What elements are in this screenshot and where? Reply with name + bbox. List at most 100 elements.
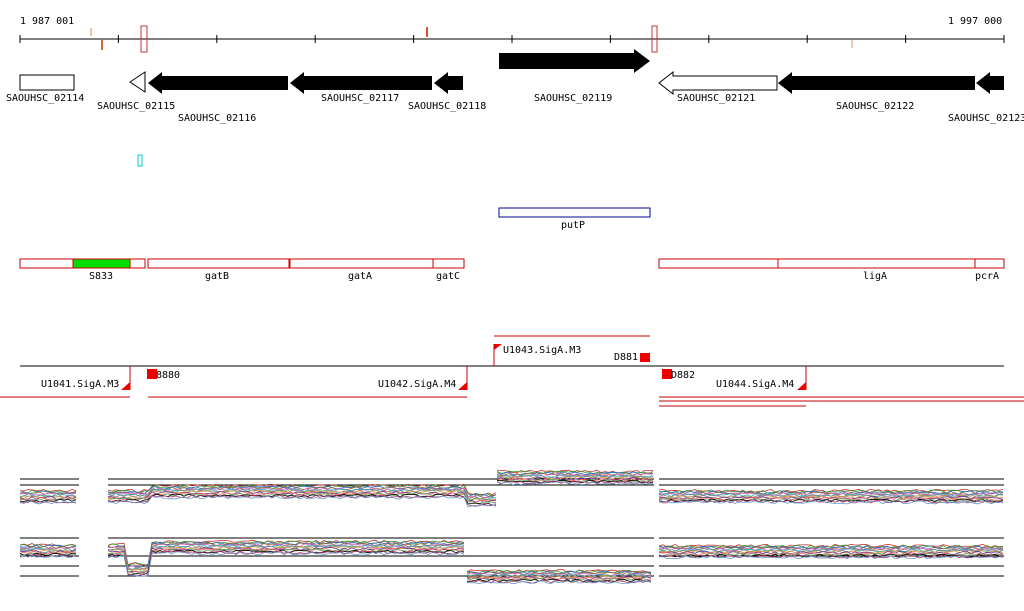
expression-profile-line [107, 485, 497, 498]
operon-box-right-1[interactable] [658, 258, 779, 269]
ruler-end-label: 1 997 000 [948, 16, 1002, 27]
gene-label: SAOUHSC_02122 [836, 101, 914, 112]
expression-track-bottom [19, 537, 1004, 585]
transcription-unit-label: U1044.SigA.M4 [716, 379, 794, 390]
gene-label: SAOUHSC_02116 [178, 113, 256, 124]
operon-label: gatB [205, 271, 229, 282]
gene-arrow-saouhsc-02117[interactable] [290, 72, 432, 94]
expression-profile-line [466, 580, 652, 585]
expression-profile-line [107, 540, 465, 566]
expression-profile-line [107, 546, 465, 572]
small-feature-d881[interactable] [640, 353, 650, 362]
gene-arrow-saouhsc-02121[interactable] [658, 70, 778, 96]
gene-arrow-saouhsc-02116[interactable] [148, 72, 288, 94]
gene-label: SAOUHSC_02119 [534, 93, 612, 104]
expression-profile-line [107, 495, 497, 508]
expression-profile-line [107, 551, 465, 577]
expression-profile-line [19, 544, 77, 548]
expression-profile-line [107, 489, 497, 502]
expression-profile-line [466, 576, 652, 581]
gene-arrow-saouhsc-02123[interactable] [976, 72, 1004, 94]
operon-box-gatb[interactable] [147, 258, 290, 269]
expression-profile-line [19, 554, 77, 558]
operon-label: gatA [348, 271, 372, 282]
operon-label: S833 [89, 271, 113, 282]
expression-profile-line [19, 497, 77, 501]
expression-profile-line [107, 490, 497, 503]
expression-profile-line [107, 550, 465, 577]
ruler-mark[interactable] [651, 25, 658, 53]
gene-arrow-saouhsc-02115[interactable] [129, 71, 146, 93]
misc-feature-marker[interactable] [137, 154, 143, 167]
ruler-mark[interactable] [101, 40, 103, 50]
ruler-mark[interactable] [140, 25, 148, 53]
operon-track: S833 gatB gatA gatC ligA pcrA [19, 258, 1005, 282]
small-feature-label: D882 [671, 370, 695, 381]
expression-profile-line [658, 500, 1004, 505]
expression-profile-line [19, 549, 77, 553]
coordinate-ruler: 1 987 001 1 997 000 [19, 16, 1005, 53]
annotation-track: putP [498, 207, 651, 231]
expression-profile-line [658, 548, 1004, 553]
gene-arrow-saouhsc-02119[interactable] [499, 49, 650, 73]
gene-arrow-saouhsc-02114[interactable] [19, 74, 75, 91]
expression-profile-line [658, 498, 1004, 503]
operon-box-left-edge[interactable] [19, 258, 74, 269]
promoter-flag-u1041[interactable] [121, 382, 130, 390]
expression-profile-line [107, 493, 497, 506]
gene-label: SAOUHSC_02121 [677, 93, 755, 104]
operon-box-pcra[interactable] [974, 258, 1005, 269]
expression-profile-line [19, 551, 77, 556]
expression-profile-line [496, 476, 654, 480]
operon-label: gatC [436, 271, 460, 282]
gene-label: SAOUHSC_02118 [408, 101, 486, 112]
annotation-label-putp: putP [561, 220, 585, 231]
expression-profile-line [496, 475, 654, 480]
gene-label: SAOUHSC_02123 [948, 113, 1024, 124]
small-feature-8880[interactable] [147, 369, 157, 379]
promoter-flag-u1042[interactable] [458, 382, 467, 390]
expression-profile-line [466, 579, 651, 584]
promoter-flag-u1043[interactable] [494, 344, 502, 350]
operon-box-gatc[interactable] [432, 258, 465, 269]
expression-profile-line [19, 500, 77, 504]
expression-profile-line [466, 569, 652, 574]
ruler-mark[interactable] [426, 27, 428, 37]
transcription-unit-label: U1041.SigA.M3 [41, 379, 119, 390]
expression-profile-line [658, 550, 1004, 554]
expression-profile-line [107, 486, 497, 499]
expression-profile-line [19, 545, 77, 550]
expression-profile-line [19, 495, 77, 500]
expression-profile-line [107, 494, 497, 507]
ruler-mark[interactable] [90, 28, 92, 36]
small-feature-label: D881 [614, 352, 638, 363]
small-feature-d882[interactable] [662, 369, 672, 379]
annotation-box-putp[interactable] [498, 207, 651, 218]
operon-box-liga[interactable] [777, 258, 976, 269]
expression-profile-line [19, 493, 77, 498]
transcription-unit-label: U1043.SigA.M3 [503, 345, 581, 356]
ruler-ticks [19, 35, 1005, 43]
expression-profile-line [19, 551, 77, 555]
expression-profile-line [19, 553, 77, 558]
transcription-unit-track: U1043.SigA.M3 D881 U1041.SigA.M3 8880 U1… [0, 335, 1024, 407]
gene-arrow-saouhsc-02118[interactable] [434, 72, 463, 94]
operon-box-gata[interactable] [289, 258, 434, 269]
expression-profile-line [658, 554, 1004, 559]
ruler-start-label: 1 987 001 [20, 16, 74, 27]
expression-profile-line [19, 546, 77, 551]
operon-box-s833[interactable] [72, 258, 131, 269]
operon-label: ligA [863, 271, 887, 282]
ruler-mark[interactable] [851, 40, 853, 48]
expression-profile-line [19, 500, 77, 505]
operon-box-gap[interactable] [129, 258, 146, 269]
expression-profile-line [659, 555, 1004, 560]
operon-label: pcrA [975, 271, 999, 282]
gene-label: SAOUHSC_02117 [321, 93, 399, 104]
expression-track-top [19, 469, 1004, 508]
expression-profile-line [659, 491, 1004, 496]
promoter-flag-u1044[interactable] [797, 382, 806, 390]
expression-profile-line [658, 544, 1004, 549]
gene-arrow-saouhsc-02122[interactable] [778, 72, 975, 94]
